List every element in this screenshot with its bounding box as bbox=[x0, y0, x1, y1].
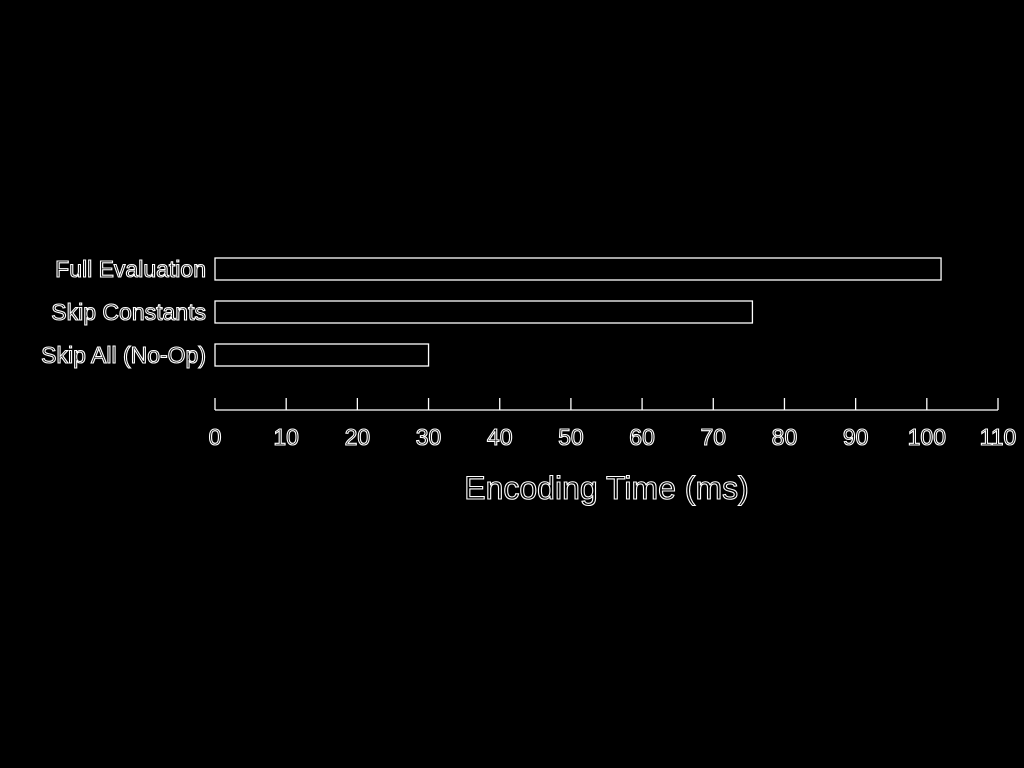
category-label-skip-all-no-op: Skip All (No-Op) bbox=[41, 342, 206, 368]
x-tick-label-0: 0 bbox=[209, 424, 222, 450]
x-tick-label-100: 100 bbox=[908, 424, 946, 450]
x-tick-label-10: 10 bbox=[273, 424, 299, 450]
bar-skip-constants bbox=[214, 300, 754, 324]
bar-full-evaluation bbox=[214, 257, 942, 281]
x-tick-label-110: 110 bbox=[980, 424, 1017, 450]
category-label-full-evaluation: Full Evaluation bbox=[55, 256, 206, 282]
x-axis-title: Encoding Time (ms) bbox=[464, 470, 749, 506]
x-tick-label-80: 80 bbox=[772, 424, 798, 450]
x-tick-label-40: 40 bbox=[487, 424, 513, 450]
x-tick-label-70: 70 bbox=[700, 424, 726, 450]
x-axis: 0 10 20 30 40 50 60 70 80 90 100 110 bbox=[208, 398, 1017, 451]
x-tick-label-20: 20 bbox=[345, 424, 371, 450]
bars-group bbox=[214, 257, 942, 367]
category-labels: Full Evaluation Skip Constants Skip All (N… bbox=[41, 255, 207, 368]
x-tick-label-30: 30 bbox=[416, 424, 442, 450]
x-tick-label-50: 50 bbox=[558, 424, 584, 450]
x-tick-label-90: 90 bbox=[843, 424, 869, 450]
x-tick-label-60: 60 bbox=[629, 424, 655, 450]
category-label-skip-constants: Skip Constants bbox=[51, 299, 206, 325]
bar-skip-all-no-op bbox=[214, 343, 430, 367]
